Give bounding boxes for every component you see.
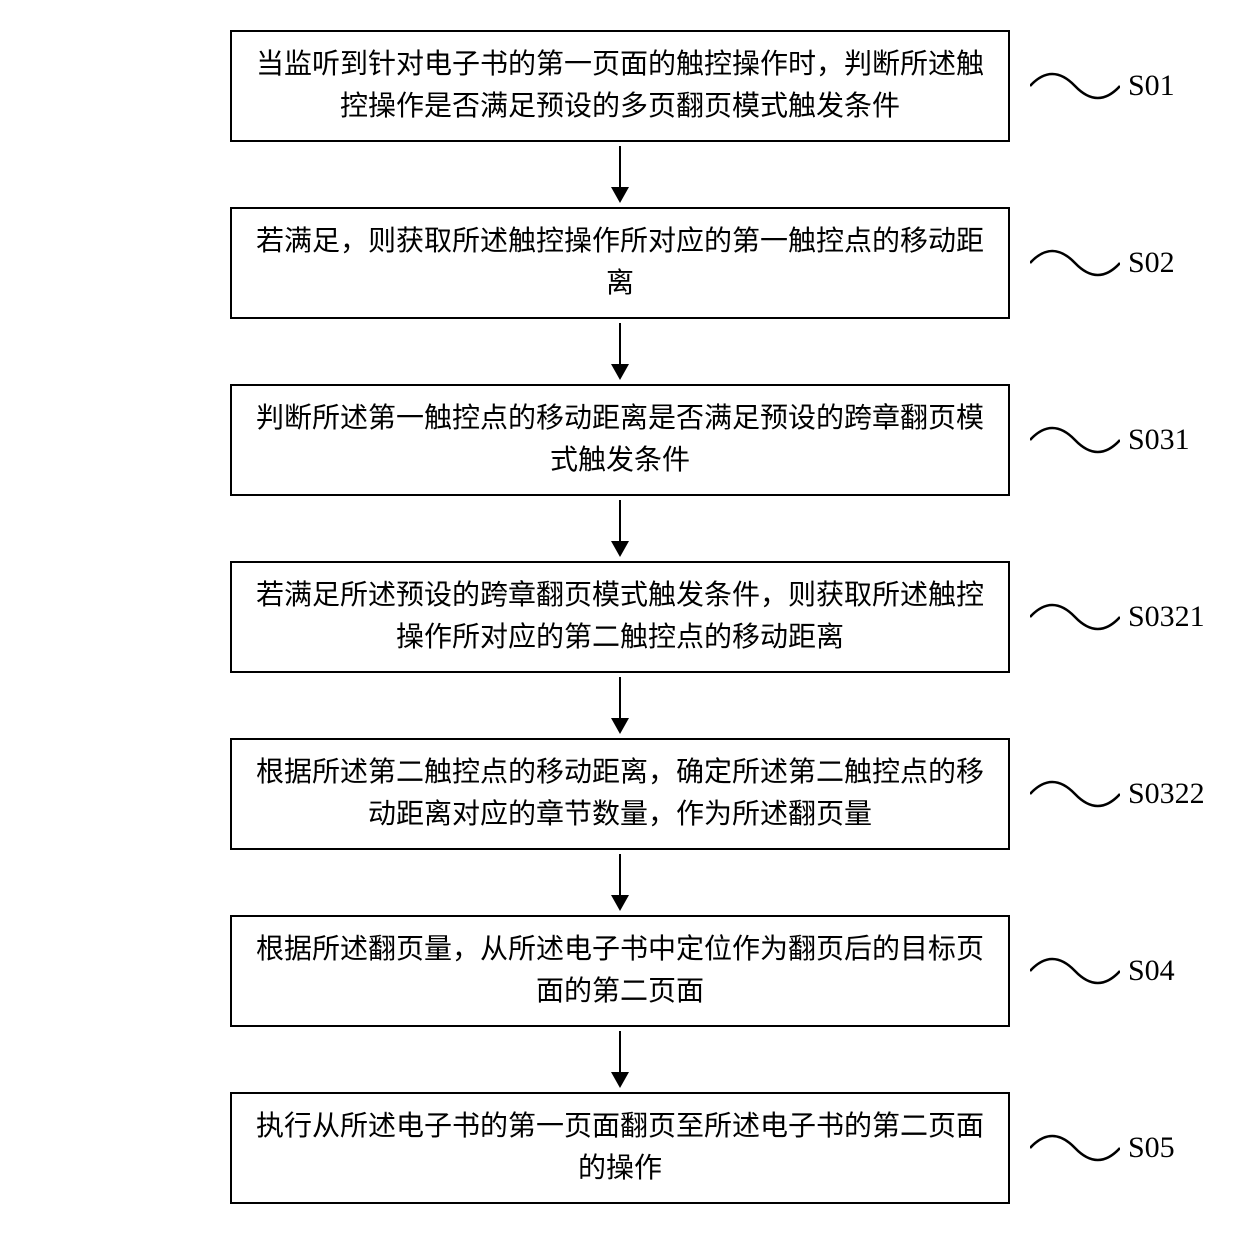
- step-label-wrap: S04: [1030, 951, 1175, 991]
- step-box: 若满足所述预设的跨章翻页模式触发条件，则获取所述触控操作所对应的第二触控点的移动…: [230, 561, 1010, 673]
- step-text: 判断所述第一触控点的移动距离是否满足预设的跨章翻页模式触发条件: [256, 403, 984, 476]
- step-row: 根据所述翻页量，从所述电子书中定位作为翻页后的目标页面的第二页面 S04: [20, 915, 1220, 1027]
- step-label-wrap: S01: [1030, 66, 1175, 106]
- step-label: S02: [1128, 246, 1175, 280]
- step-row: 判断所述第一触控点的移动距离是否满足预设的跨章翻页模式触发条件 S031: [20, 384, 1220, 496]
- step-label: S0321: [1128, 600, 1205, 634]
- step-row: 执行从所述电子书的第一页面翻页至所述电子书的第二页面的操作 S05: [20, 1092, 1220, 1204]
- step-text: 根据所述第二触控点的移动距离，确定所述第二触控点的移动距离对应的章节数量，作为所…: [256, 757, 984, 830]
- arrow-icon: [611, 500, 629, 557]
- flowchart-container: 当监听到针对电子书的第一页面的触控操作时，判断所述触控操作是否满足预设的多页翻页…: [20, 30, 1220, 1204]
- step-label: S05: [1128, 1131, 1175, 1165]
- step-row: 当监听到针对电子书的第一页面的触控操作时，判断所述触控操作是否满足预设的多页翻页…: [20, 30, 1220, 142]
- step-box: 判断所述第一触控点的移动距离是否满足预设的跨章翻页模式触发条件: [230, 384, 1010, 496]
- step-label-wrap: S0321: [1030, 597, 1205, 637]
- step-text: 根据所述翻页量，从所述电子书中定位作为翻页后的目标页面的第二页面: [256, 934, 984, 1007]
- wave-connector-icon: [1030, 597, 1120, 637]
- step-box: 当监听到针对电子书的第一页面的触控操作时，判断所述触控操作是否满足预设的多页翻页…: [230, 30, 1010, 142]
- step-row: 若满足，则获取所述触控操作所对应的第一触控点的移动距离 S02: [20, 207, 1220, 319]
- step-label: S01: [1128, 69, 1175, 103]
- arrow-icon: [611, 854, 629, 911]
- arrow-icon: [611, 323, 629, 380]
- wave-connector-icon: [1030, 420, 1120, 460]
- step-label-wrap: S05: [1030, 1128, 1175, 1168]
- step-label: S0322: [1128, 777, 1205, 811]
- step-row: 若满足所述预设的跨章翻页模式触发条件，则获取所述触控操作所对应的第二触控点的移动…: [20, 561, 1220, 673]
- step-text: 若满足，则获取所述触控操作所对应的第一触控点的移动距离: [256, 226, 984, 299]
- wave-connector-icon: [1030, 951, 1120, 991]
- step-label-wrap: S0322: [1030, 774, 1205, 814]
- step-label-wrap: S02: [1030, 243, 1175, 283]
- step-label: S031: [1128, 423, 1190, 457]
- step-label: S04: [1128, 954, 1175, 988]
- step-box: 根据所述第二触控点的移动距离，确定所述第二触控点的移动距离对应的章节数量，作为所…: [230, 738, 1010, 850]
- step-row: 根据所述第二触控点的移动距离，确定所述第二触控点的移动距离对应的章节数量，作为所…: [20, 738, 1220, 850]
- step-box: 若满足，则获取所述触控操作所对应的第一触控点的移动距离: [230, 207, 1010, 319]
- wave-connector-icon: [1030, 66, 1120, 106]
- step-box: 执行从所述电子书的第一页面翻页至所述电子书的第二页面的操作: [230, 1092, 1010, 1204]
- step-text: 当监听到针对电子书的第一页面的触控操作时，判断所述触控操作是否满足预设的多页翻页…: [256, 49, 984, 122]
- arrow-icon: [611, 146, 629, 203]
- step-label-wrap: S031: [1030, 420, 1190, 460]
- wave-connector-icon: [1030, 774, 1120, 814]
- step-text: 执行从所述电子书的第一页面翻页至所述电子书的第二页面的操作: [256, 1111, 984, 1184]
- step-box: 根据所述翻页量，从所述电子书中定位作为翻页后的目标页面的第二页面: [230, 915, 1010, 1027]
- wave-connector-icon: [1030, 243, 1120, 283]
- step-text: 若满足所述预设的跨章翻页模式触发条件，则获取所述触控操作所对应的第二触控点的移动…: [256, 580, 984, 653]
- arrow-icon: [611, 1031, 629, 1088]
- arrow-icon: [611, 677, 629, 734]
- wave-connector-icon: [1030, 1128, 1120, 1168]
